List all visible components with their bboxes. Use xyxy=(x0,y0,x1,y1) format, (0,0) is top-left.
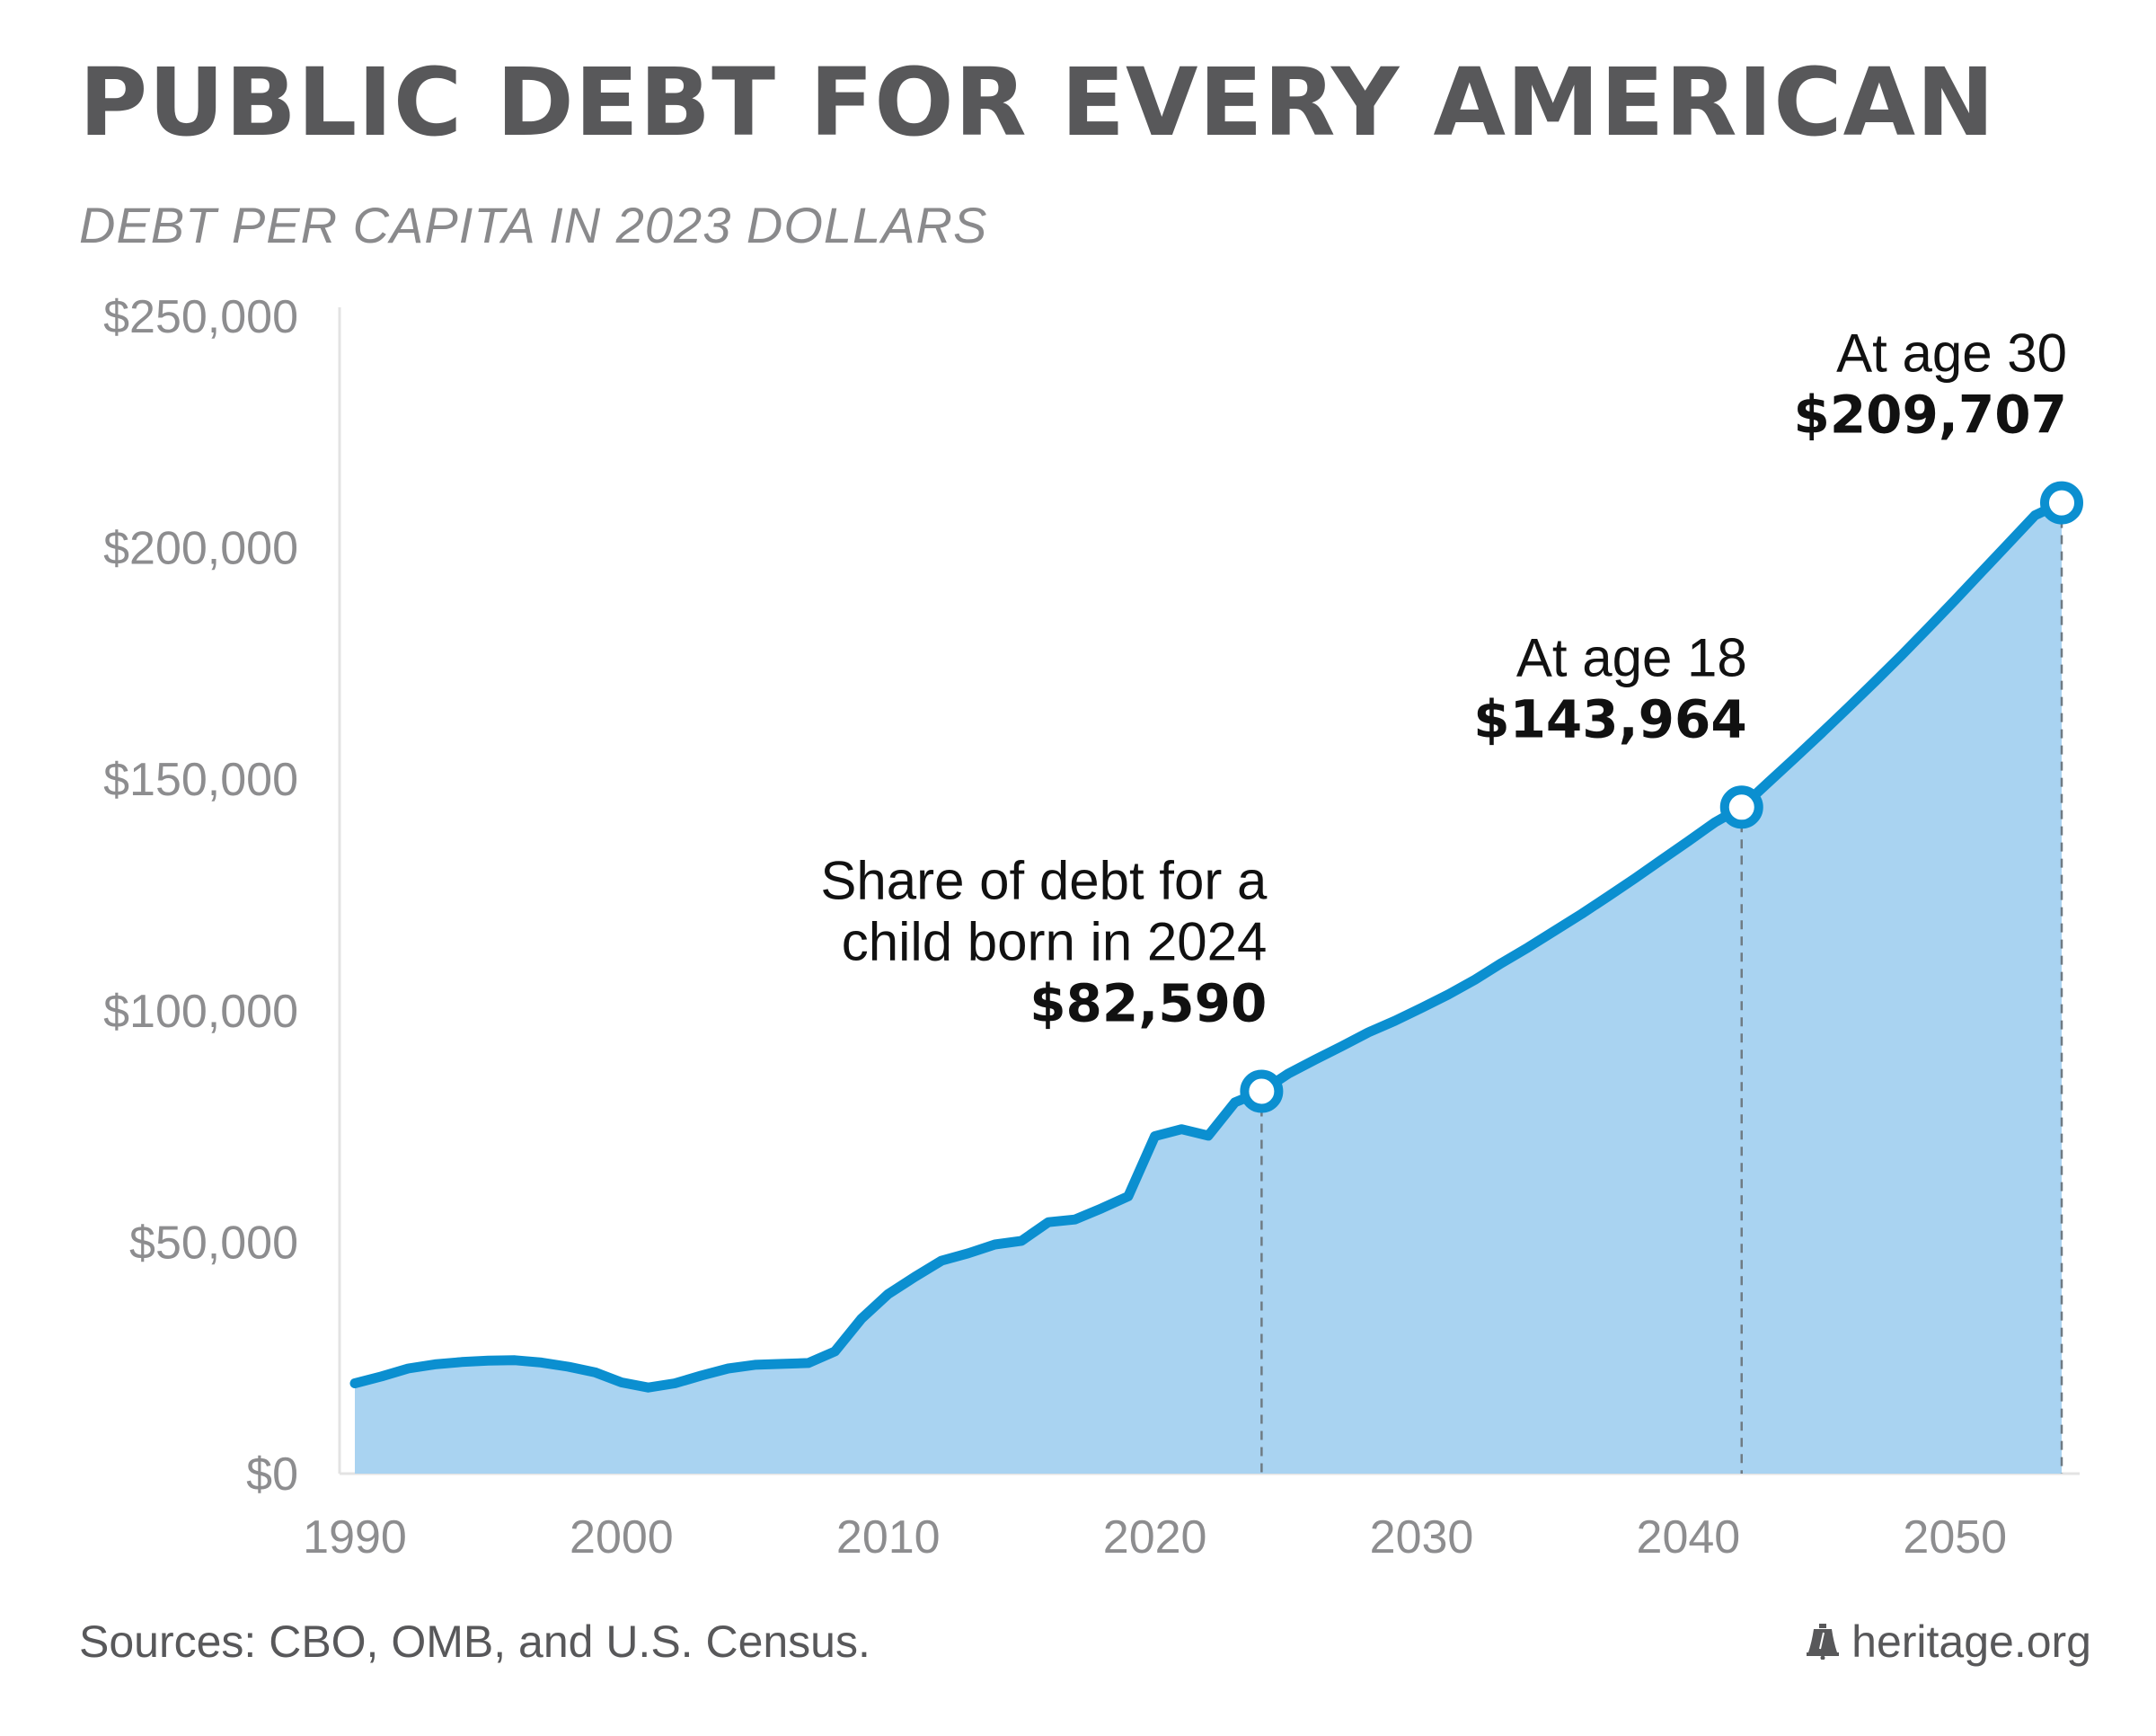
y-axis-ticks: $0 $50,000 $100,000 $150,000 $200,000 $250,00… xyxy=(103,291,298,1501)
annotation-label: child born in 2024 xyxy=(842,911,1268,971)
x-tick-label: 2050 xyxy=(1903,1511,2007,1563)
sources-note: Sources: CBO, OMB, and U.S. Census. xyxy=(79,1616,870,1667)
y-tick-label: $150,000 xyxy=(103,754,298,806)
y-tick-label: $50,000 xyxy=(129,1217,298,1269)
x-tick-label: 2040 xyxy=(1637,1511,1741,1563)
chart-title: PUBLIC DEBT FOR EVERY AMERICAN xyxy=(79,48,1996,157)
brand-footer[interactable]: heritage.org xyxy=(1807,1616,2091,1668)
y-tick-label: $100,000 xyxy=(103,986,298,1038)
x-axis-ticks: 1990 2000 2010 2020 2030 2040 2050 xyxy=(303,1511,2007,1563)
chart-subtitle: DEBT PER CAPITA IN 2023 DOLLARS xyxy=(79,197,988,253)
annotation-label: At age 30 xyxy=(1836,323,2067,384)
annotation-value: $143,964 xyxy=(1473,688,1747,749)
debt-area-chart: $0 $50,000 $100,000 $150,000 $200,000 $250,00… xyxy=(103,291,2083,1563)
annotation-label: At age 18 xyxy=(1516,627,1747,687)
y-tick-label: $250,000 xyxy=(103,291,298,343)
annotation-value: $209,707 xyxy=(1793,385,2067,446)
x-tick-label: 2020 xyxy=(1103,1511,1207,1563)
annotation-value: $82,590 xyxy=(1029,972,1267,1033)
x-tick-label: 2030 xyxy=(1370,1511,1474,1563)
x-tick-label: 2000 xyxy=(570,1511,674,1563)
y-tick-label: $200,000 xyxy=(103,523,298,575)
debt-area-fill xyxy=(355,502,2062,1474)
annotation-marker xyxy=(2040,481,2083,525)
brand-link[interactable]: heritage.org xyxy=(1851,1616,2091,1667)
x-tick-label: 1990 xyxy=(303,1511,407,1563)
annotation-marker xyxy=(1240,1069,1284,1113)
debt-series-line xyxy=(349,498,2067,1393)
x-tick-label: 2010 xyxy=(836,1511,941,1563)
y-tick-label: $0 xyxy=(246,1448,298,1501)
annotation-marker xyxy=(1719,785,1763,829)
annotation-label: Share of debt for a xyxy=(820,850,1268,910)
liberty-bell-icon xyxy=(1807,1624,1840,1660)
